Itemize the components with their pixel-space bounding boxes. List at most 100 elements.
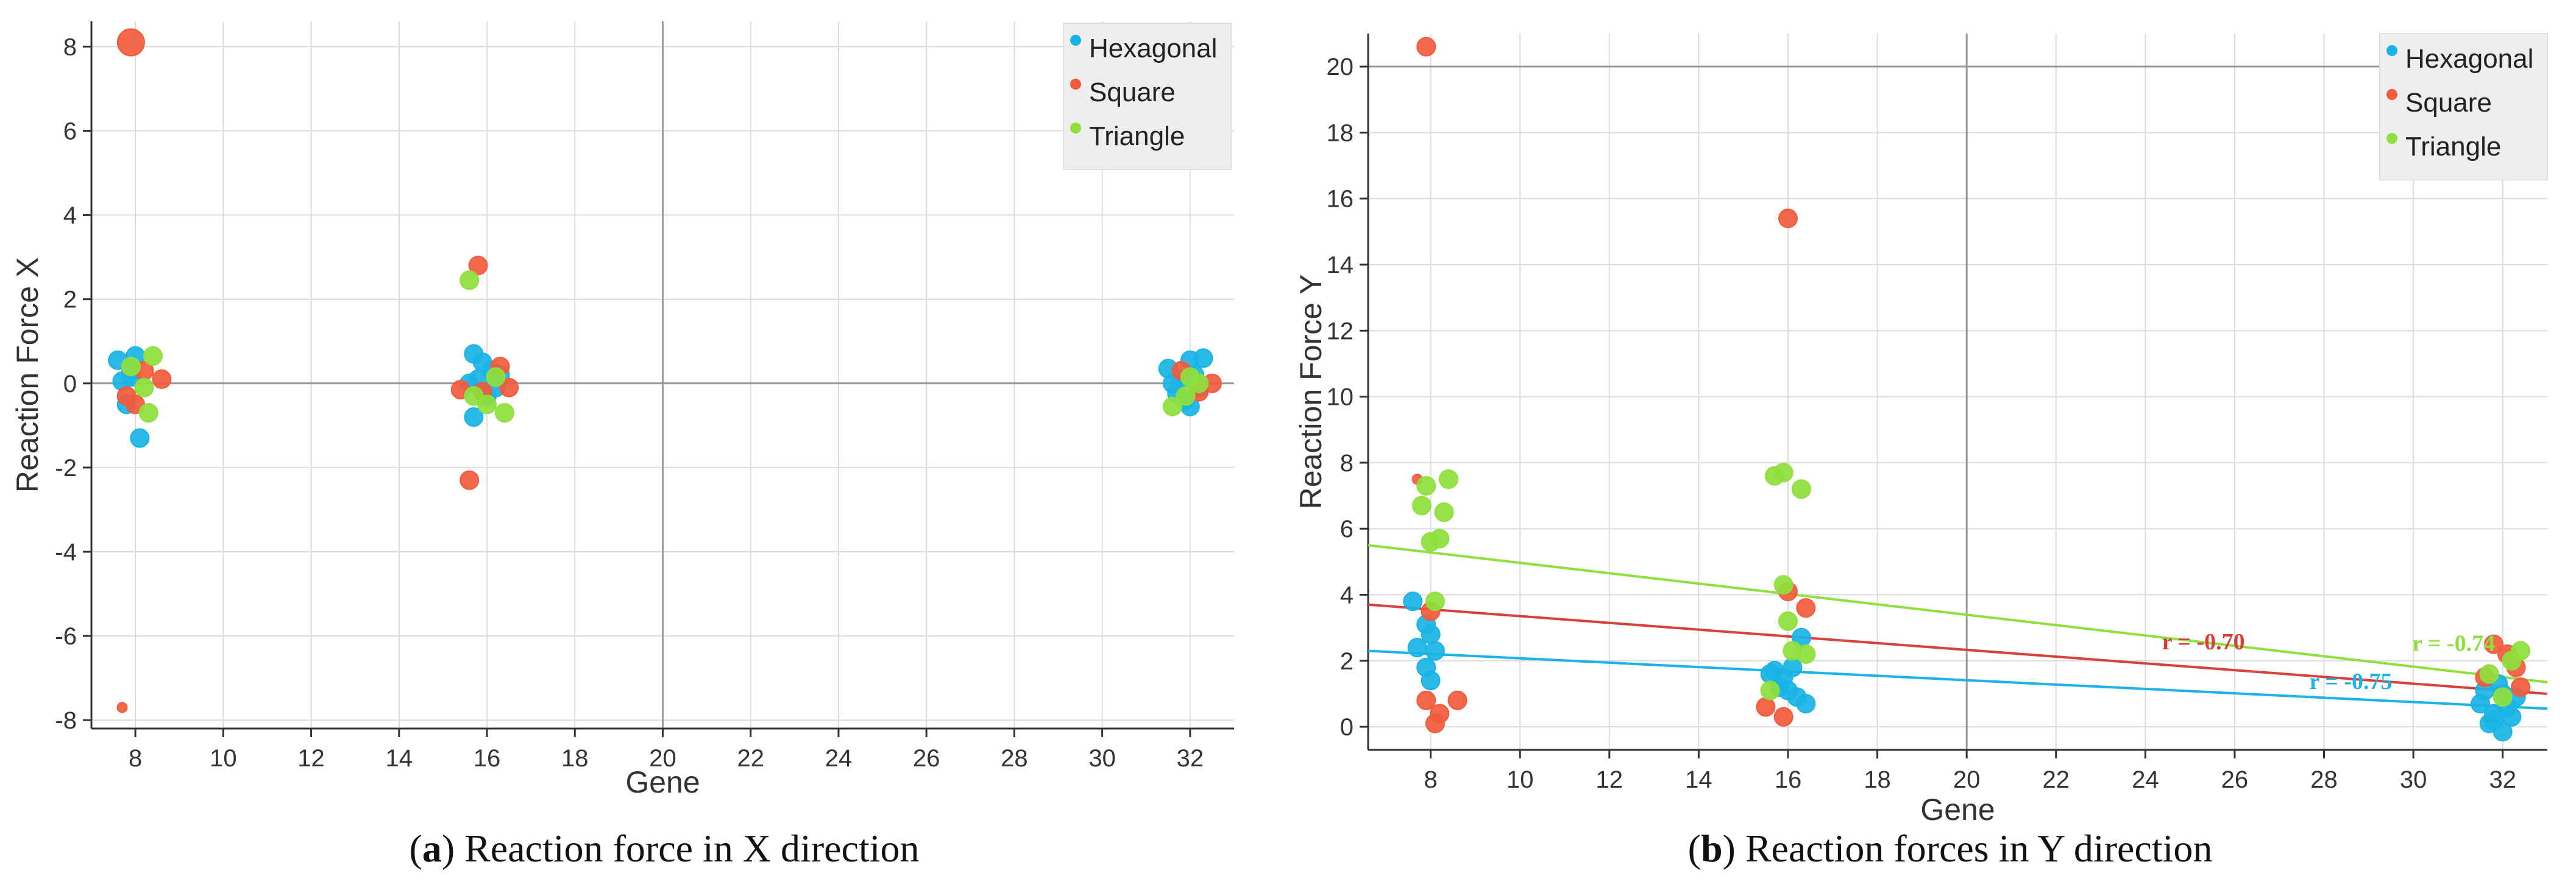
x-tick-label: 26: [913, 745, 940, 772]
y-tick-label: 16: [1327, 186, 1354, 213]
caption-a: (a) Reaction force in X direction: [409, 827, 920, 870]
legend-label-square: Square: [1089, 77, 1176, 107]
data-point-triangle: [1411, 496, 1432, 516]
data-point-hexagonal: [1403, 591, 1423, 612]
x-tick-label: 26: [2221, 766, 2249, 793]
trendline-label-triangle: r = -0.74: [2412, 631, 2495, 657]
chart-panel-b: 8 10 12 14 16 18 20 22 24 26 28 30 32024681012141618…: [1294, 33, 2548, 827]
legend-box: [2379, 33, 2548, 180]
data-point-triangle: [459, 270, 480, 290]
legend-marker-triangle: [2386, 133, 2397, 144]
y-tick-label: 14: [1327, 252, 1354, 279]
data-point-hexagonal: [1193, 348, 1213, 368]
x-tick-label: 24: [2132, 766, 2159, 793]
trendline-label-hexagonal: r = -0.75: [2310, 669, 2393, 694]
x-tick-label: 10: [210, 745, 237, 772]
x-tick-label: 12: [297, 745, 325, 772]
data-point-hexagonal: [1421, 624, 1441, 644]
y-tick-label: -8: [55, 707, 77, 734]
legend: Hexagonal Square Triangle: [2379, 33, 2548, 180]
data-point-triangle: [1189, 373, 1209, 393]
x-tick-label: 24: [825, 745, 853, 772]
data-point-triangle: [1796, 644, 1816, 664]
legend-label-triangle: Triangle: [2405, 132, 2501, 162]
data-point-triangle: [1416, 476, 1436, 496]
data-point-square: [1773, 707, 1794, 727]
trendline-hexagonal: [1368, 649, 2548, 710]
x-tick-label: 18: [561, 745, 589, 772]
legend: Hexagonal Square Triangle: [1063, 23, 1232, 170]
y-tick-label: 0: [1340, 714, 1354, 741]
data-point-square: [1430, 704, 1450, 724]
data-point-square: [116, 702, 128, 713]
x-tick-label: 22: [737, 745, 764, 772]
data-point-square: [499, 377, 519, 398]
data-point-hexagonal: [1425, 641, 1445, 661]
data-point-triangle: [121, 357, 141, 377]
data-point-triangle: [486, 367, 506, 387]
data-point-square: [152, 369, 172, 389]
data-point-triangle: [1434, 502, 1454, 522]
x-tick-label: 22: [2043, 766, 2070, 793]
data-point-triangle: [1421, 532, 1441, 552]
data-point-hexagonal: [130, 428, 150, 448]
y-tick-label: 6: [63, 118, 77, 145]
caption-b: (b) Reaction forces in Y direction: [1687, 827, 2213, 870]
legend-label-square: Square: [2405, 88, 2492, 118]
legend-marker-square: [2386, 89, 2397, 100]
x-tick-label: 30: [2400, 766, 2427, 793]
trendline-triangle: [1368, 544, 2548, 683]
data-point-hexagonal: [1421, 671, 1441, 691]
data-point-square: [2511, 677, 2531, 697]
legend-marker-square: [1070, 79, 1081, 90]
y-tick-label: 0: [63, 371, 77, 398]
data-point-hexagonal: [1783, 657, 1803, 677]
data-point-triangle: [1163, 396, 1183, 416]
data-point-triangle: [2493, 687, 2513, 707]
data-point-square: [1416, 37, 1436, 57]
data-point-square: [1778, 209, 1798, 229]
y-tick-label: 6: [1340, 516, 1354, 543]
series-hexagonal: [108, 344, 1213, 448]
data-point-square: [1756, 697, 1776, 717]
series-square: [1411, 37, 2531, 733]
chart-panel-a: 8 10 12 14 16 18 20 22 24 26 28 30 32-8-6-4-202468Ge…: [10, 21, 1234, 799]
y-axis-title: Reaction Force X: [10, 257, 44, 493]
y-tick-label: 2: [1340, 648, 1354, 675]
legend-marker-triangle: [1070, 123, 1081, 134]
y-tick-label: 18: [1327, 119, 1354, 146]
y-tick-label: 2: [63, 287, 77, 313]
data-point-hexagonal: [1407, 638, 1427, 658]
y-tick-label: 8: [1340, 450, 1354, 477]
data-point-triangle: [1773, 575, 1794, 595]
data-point-triangle: [2479, 664, 2499, 684]
data-point-hexagonal: [2484, 710, 2504, 730]
legend-box: [1063, 23, 1232, 170]
y-tick-label: -2: [55, 455, 77, 482]
x-tick-label: 8: [1424, 766, 1437, 793]
x-tick-label: 14: [1685, 766, 1712, 793]
data-point-square: [459, 470, 480, 490]
data-point-hexagonal: [1796, 694, 1816, 714]
x-tick-label: 28: [1001, 745, 1028, 772]
y-tick-label: 4: [63, 202, 77, 229]
data-point-triangle: [1425, 591, 1445, 612]
data-point-hexagonal: [464, 407, 484, 427]
x-tick-label: 14: [386, 745, 413, 772]
data-point-triangle: [464, 386, 484, 406]
trendline-square: [1368, 603, 2548, 695]
y-tick-label: -6: [55, 623, 77, 650]
x-tick-label: 18: [1864, 766, 1891, 793]
data-point-square: [2484, 634, 2504, 654]
data-point-triangle: [1773, 463, 1794, 483]
trendline-label-square: r = -0.70: [2162, 629, 2245, 655]
x-tick-label: 30: [1088, 745, 1116, 772]
x-tick-label: 32: [1177, 745, 1204, 772]
data-point-square: [1416, 690, 1436, 710]
data-point-square: [116, 28, 145, 57]
x-axis-title: Gene: [625, 765, 700, 799]
legend-marker-hexagonal: [1070, 35, 1081, 46]
data-point-triangle: [143, 346, 163, 366]
y-tick-label: 10: [1327, 384, 1354, 411]
